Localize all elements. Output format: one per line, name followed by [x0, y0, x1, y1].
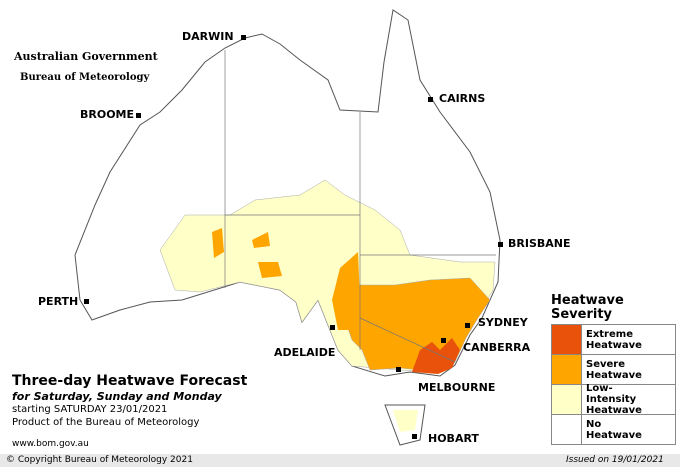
legend-swatch: [552, 385, 582, 414]
city-label: DARWIN: [182, 30, 234, 43]
legend-item: Low-Intensity Heatwave: [551, 383, 676, 416]
city-label: CANBERRA: [463, 341, 531, 354]
state-borders: [224, 50, 496, 363]
city-label: SYDNEY: [478, 316, 528, 329]
legend-item: Extreme Heatwave: [551, 324, 676, 355]
city-label: ADELAIDE: [274, 346, 336, 359]
subtitle: for Saturday, Sunday and Monday: [12, 390, 222, 403]
severe-area: [212, 228, 224, 258]
tasmania-low: [393, 410, 418, 432]
legend-swatch: [552, 325, 582, 354]
starting: starting SATURDAY 23/01/2021: [12, 404, 168, 415]
severe-area: [258, 262, 282, 278]
city-label: CAIRNS: [439, 92, 486, 105]
copyright: © Copyright Bureau of Meteorology 2021: [6, 455, 193, 465]
city-label: HOBART: [428, 432, 479, 445]
city-label: BRISBANE: [508, 237, 571, 250]
city-label: BROOME: [80, 108, 135, 121]
legend-swatch: [552, 415, 582, 444]
legend-item: No Heatwave: [551, 414, 676, 445]
city-markers: [84, 35, 503, 439]
legend-swatch: [552, 355, 582, 384]
severe-area: [332, 252, 360, 330]
header-government: Australian Government: [14, 50, 158, 63]
url: www.bom.gov.au: [12, 439, 89, 449]
city-label: MELBOURNE: [418, 381, 496, 394]
legend-label: No Heatwave: [586, 418, 642, 441]
legend-label: Severe Heatwave: [586, 358, 642, 381]
legend: Heatwave Severity Extreme Heatwave Severe…: [551, 294, 676, 445]
product: Product of the Bureau of Meteorology: [12, 417, 200, 428]
issued: Issued on 19/01/2021: [566, 455, 664, 465]
extreme-area: [412, 338, 460, 374]
title: Three-day Heatwave Forecast: [12, 373, 248, 389]
legend-label: Extreme Heatwave: [586, 328, 642, 351]
legend-item: Severe Heatwave: [551, 354, 676, 385]
city-label: PERTH: [38, 295, 79, 308]
severe-area: [252, 232, 270, 248]
footer: © Copyright Bureau of Meteorology 2021 I…: [0, 454, 680, 467]
legend-title: Heatwave Severity: [551, 293, 624, 322]
header-bureau: Bureau of Meteorology: [20, 72, 150, 83]
legend-label: Low-Intensity Heatwave: [586, 383, 642, 416]
